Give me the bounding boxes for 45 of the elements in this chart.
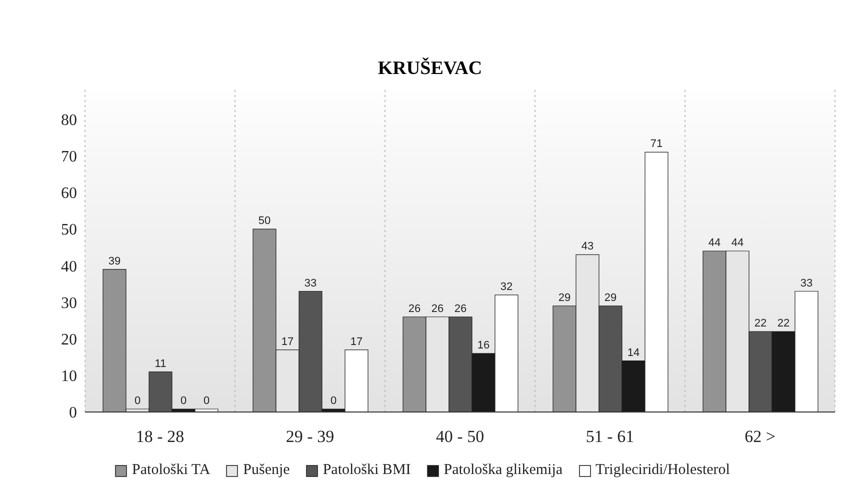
y-tick-label: 10 bbox=[61, 368, 77, 386]
data-label: 26 bbox=[431, 302, 444, 315]
y-tick-label: 40 bbox=[61, 258, 77, 276]
legend-label: Patološki BMI bbox=[322, 462, 411, 479]
x-tick-label: 40 - 50 bbox=[436, 427, 484, 446]
data-label: 0 bbox=[203, 395, 210, 407]
data-label: 44 bbox=[731, 237, 744, 249]
data-label: 0 bbox=[180, 395, 187, 407]
x-tick-label: 62 > bbox=[744, 427, 776, 446]
y-tick-label: 80 bbox=[61, 112, 77, 129]
data-label: 33 bbox=[304, 277, 317, 290]
data-label: 33 bbox=[800, 277, 813, 290]
chart-title: KRUŠEVAC bbox=[376, 58, 484, 80]
legend-label: Trigleciridi/Holesterol bbox=[596, 462, 730, 479]
y-tick-label: 0 bbox=[69, 404, 77, 422]
legend-label: Patološki TA bbox=[132, 462, 210, 479]
x-tick-label: 51 - 61 bbox=[586, 427, 634, 446]
data-label: 14 bbox=[627, 346, 640, 359]
data-label: 17 bbox=[350, 336, 363, 348]
legend-label: Pušenje bbox=[243, 462, 290, 479]
data-label: 39 bbox=[108, 255, 121, 268]
data-label: 0 bbox=[134, 395, 141, 407]
y-tick-label: 70 bbox=[61, 148, 77, 166]
data-label: 16 bbox=[477, 339, 490, 352]
data-label: 26 bbox=[408, 302, 421, 315]
data-label: 32 bbox=[500, 280, 513, 293]
x-tick-label: 18 - 28 bbox=[136, 427, 184, 446]
data-label: 17 bbox=[281, 336, 294, 348]
data-label: 0 bbox=[330, 395, 337, 407]
y-tick-label: 30 bbox=[61, 294, 77, 312]
data-label: 50 bbox=[258, 215, 271, 228]
data-label: 26 bbox=[454, 302, 467, 315]
data-label: 11 bbox=[154, 358, 166, 370]
data-label: 29 bbox=[604, 292, 617, 304]
data-label: 43 bbox=[581, 240, 594, 253]
legend-label: Patološka glikemija bbox=[444, 462, 563, 479]
x-tick-label: 29 - 39 bbox=[286, 427, 334, 446]
y-tick-label: 60 bbox=[61, 185, 77, 202]
data-label: 22 bbox=[754, 318, 767, 330]
y-tick-label: 50 bbox=[61, 222, 77, 239]
data-label: 44 bbox=[708, 237, 721, 249]
data-label: 22 bbox=[777, 318, 790, 330]
data-label: 29 bbox=[558, 292, 571, 304]
y-tick-label: 20 bbox=[61, 332, 77, 348]
data-label: 71 bbox=[650, 138, 663, 150]
